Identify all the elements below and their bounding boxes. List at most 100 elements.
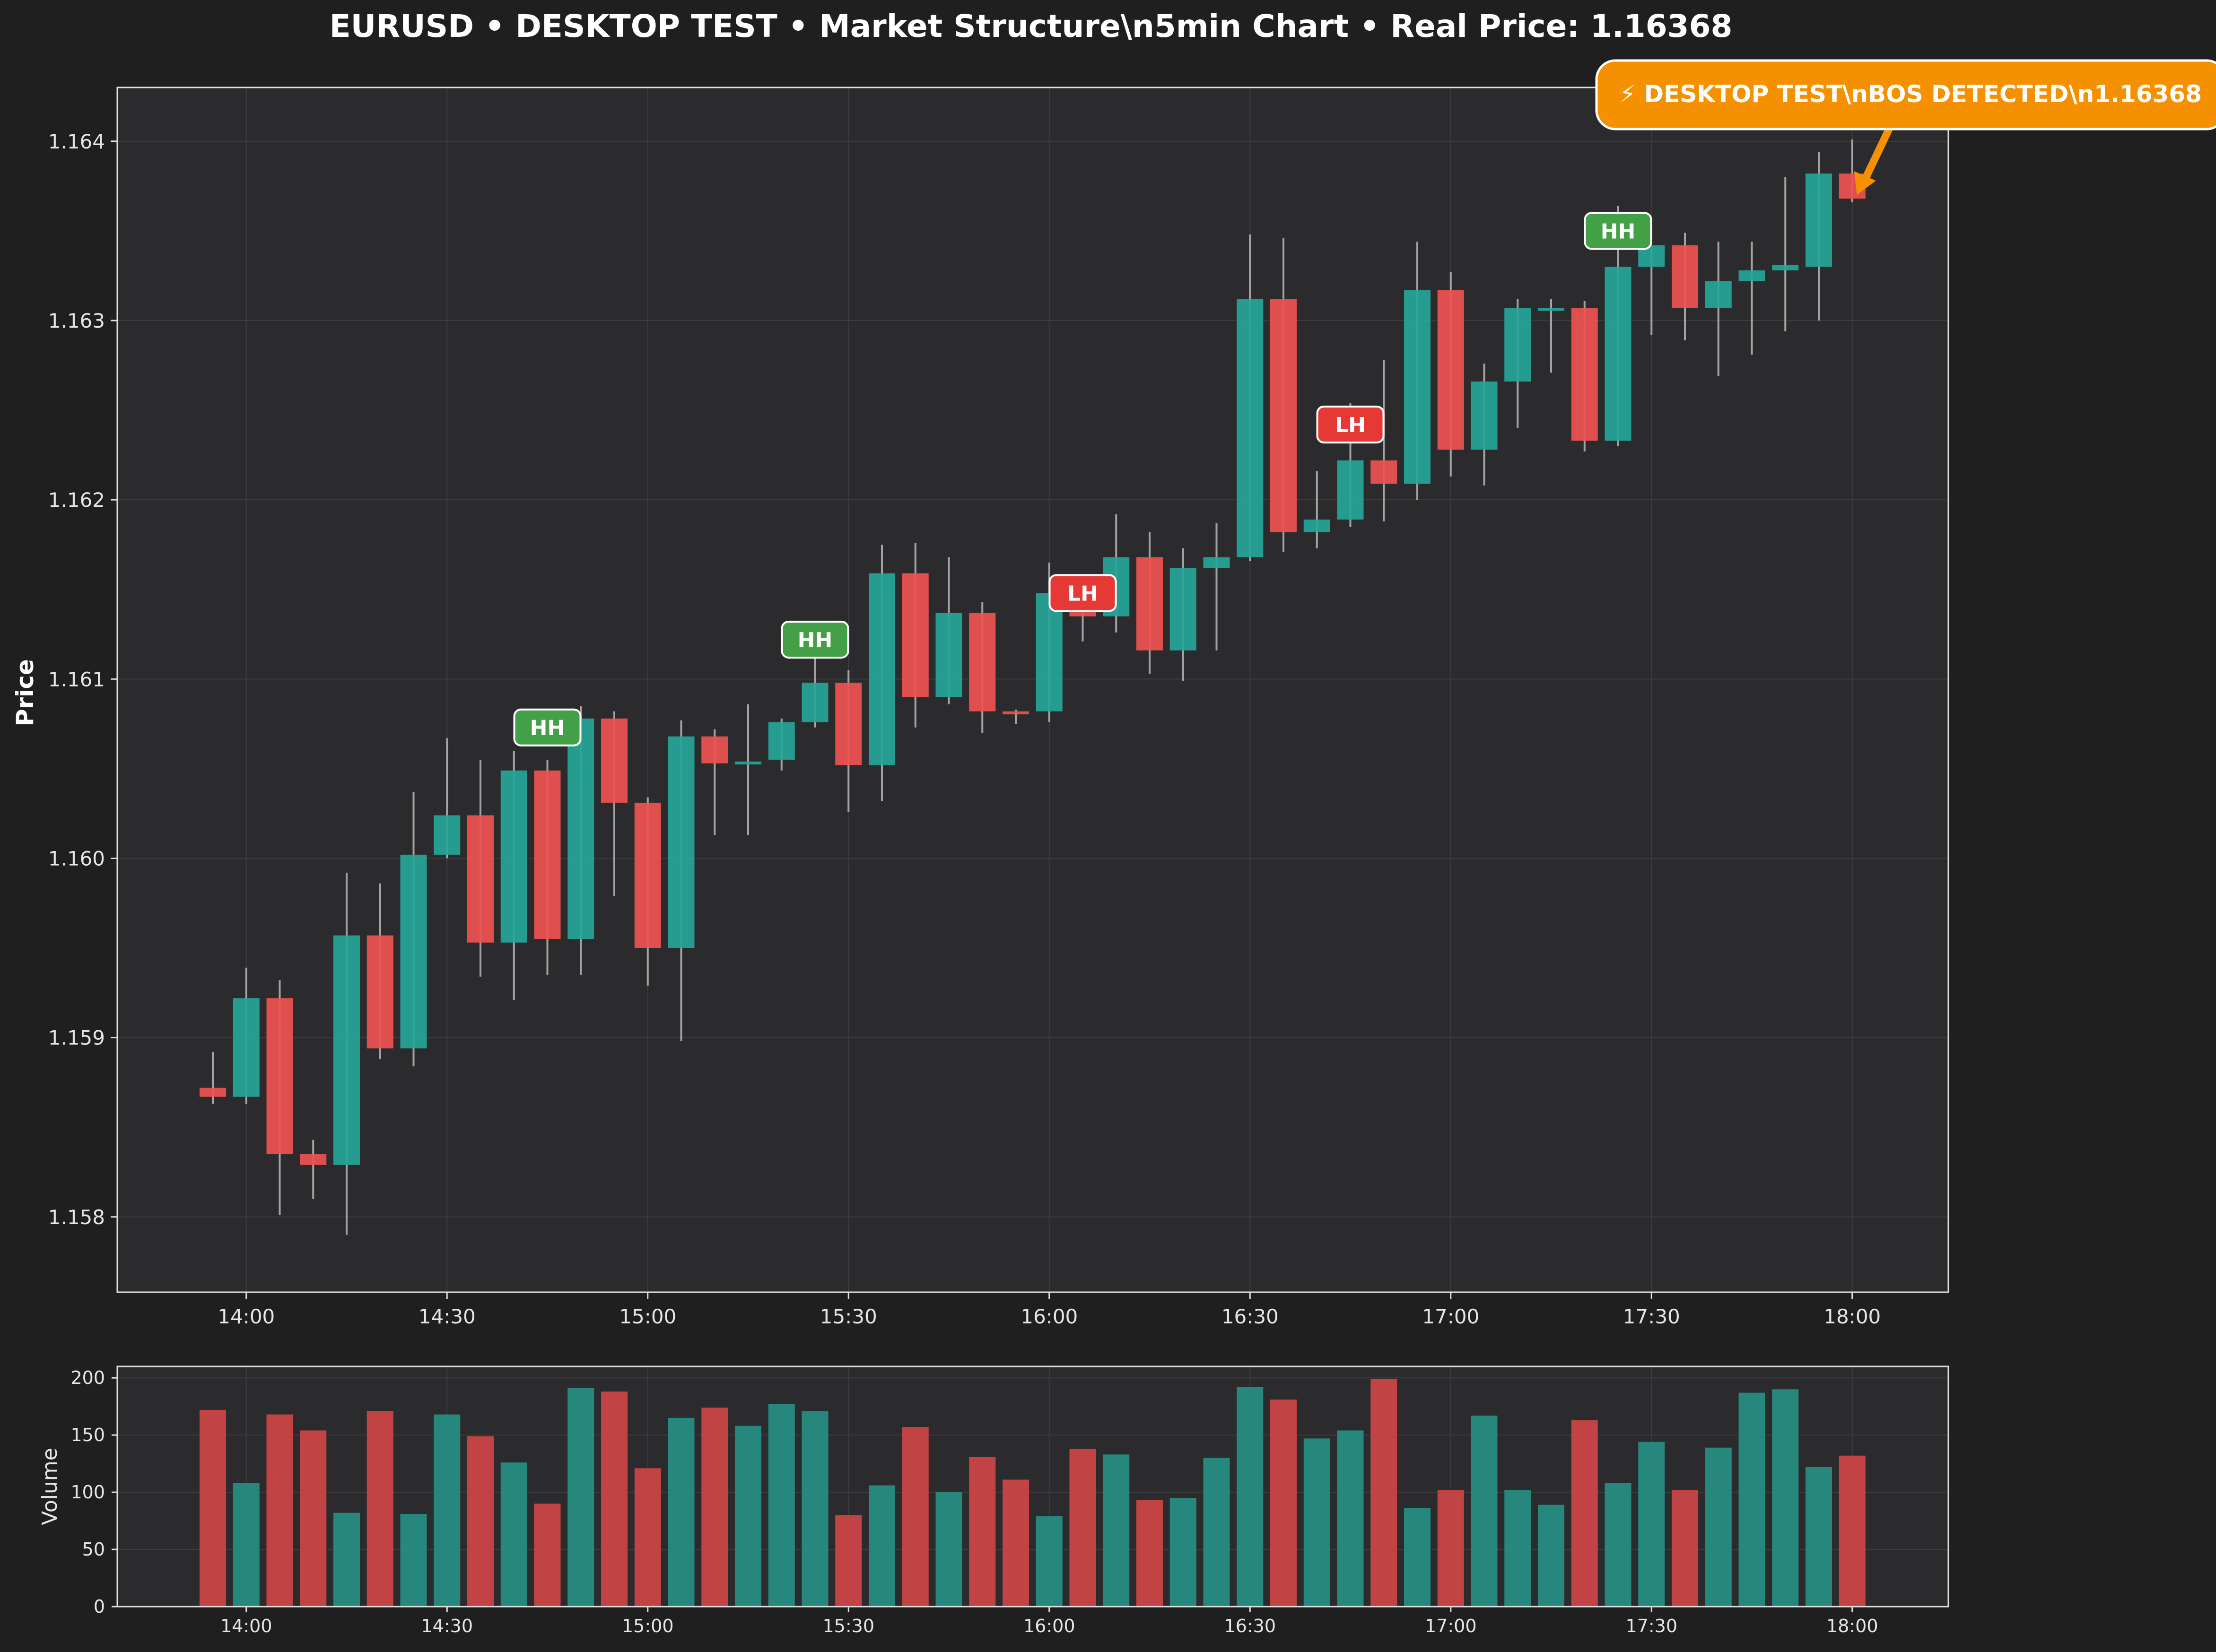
price-tick-label: 1.159 (48, 1026, 105, 1050)
candle-body (434, 815, 461, 855)
candle-body (567, 718, 594, 939)
candle-body (534, 770, 561, 939)
volume-bar (1303, 1438, 1330, 1607)
volume-bar (634, 1468, 661, 1607)
volume-panel-frame (116, 1365, 1949, 1608)
candle-body (200, 1087, 226, 1097)
volume-bar (1705, 1447, 1732, 1607)
candle-body (1337, 460, 1364, 520)
volume-bar (1103, 1454, 1130, 1607)
candle-body (1672, 245, 1698, 308)
candle-body (1270, 299, 1297, 532)
candle-body (1370, 460, 1397, 484)
volume-bar (668, 1417, 695, 1607)
volume-axis-label: Volume (38, 1448, 62, 1525)
volume-bar (233, 1483, 260, 1607)
volume-bar (1504, 1490, 1531, 1607)
candle-body (835, 682, 862, 765)
volume-bar (1003, 1479, 1029, 1607)
volume-bar (902, 1427, 929, 1607)
volume-time-tick-label: 18:00 (1826, 1616, 1878, 1636)
volume-bar (1672, 1490, 1698, 1607)
candle-body (869, 573, 895, 765)
marker-badge-lh (1316, 405, 1385, 443)
volume-time-tick-label: 14:00 (220, 1616, 272, 1636)
price-panel: HH HH LH LH HH 1.158 1.159 1.160 1.161 1.162 1.16… (11, 87, 1949, 1328)
callout-text: ⚡ DESKTOP TEST\nBOS DETECTED\n1.16368 (1619, 80, 2202, 108)
time-tick-label: 14:00 (218, 1305, 275, 1328)
candle-body (1136, 557, 1163, 651)
volume-bar (1404, 1508, 1431, 1607)
time-tick-label: 15:30 (820, 1305, 877, 1328)
candle-body (802, 682, 829, 722)
volume-tick-label: 100 (70, 1482, 105, 1503)
price-tick-label: 1.162 (48, 488, 105, 512)
volume-bar (1538, 1504, 1564, 1607)
volume-bar (266, 1414, 293, 1607)
volume-tick-label: 0 (94, 1596, 105, 1617)
volume-bar (400, 1514, 427, 1607)
candle-body (1705, 281, 1732, 308)
volume-bar (869, 1485, 895, 1607)
price-tick-label: 1.164 (48, 130, 105, 153)
candle-body (735, 761, 761, 765)
bos-callout: ⚡ DESKTOP TEST\nBOS DETECTED\n1.16368 (1595, 59, 2216, 195)
volume-time-tick-label: 17:00 (1425, 1616, 1477, 1636)
price-x-ticks: 14:00 14:30 15:00 15:30 16:00 16:30 17:00 17:30… (218, 1292, 1881, 1328)
volume-bar (333, 1513, 360, 1607)
volume-bar (366, 1411, 393, 1607)
volume-tick-label: 50 (82, 1539, 105, 1560)
volume-bar (802, 1411, 829, 1607)
candles-layer (200, 139, 1866, 1235)
volume-y-ticks: 0 50 100 150 200 (70, 1367, 117, 1617)
chart-title: EURUSD • DESKTOP TEST • Market Structure… (330, 8, 1733, 44)
volume-bar (1437, 1490, 1464, 1607)
candle-body (233, 998, 260, 1097)
volume-bar (1571, 1420, 1598, 1607)
price-panel-frame (116, 87, 1949, 1293)
volume-time-tick-label: 15:00 (622, 1616, 674, 1636)
candle-body (1571, 308, 1598, 441)
marker-label-hh: HH (530, 716, 565, 740)
volume-bar (768, 1404, 795, 1607)
volume-time-tick-label: 15:30 (822, 1616, 874, 1636)
volume-bar (1270, 1400, 1297, 1607)
candle-body (1605, 267, 1631, 441)
time-tick-label: 16:30 (1221, 1305, 1279, 1328)
candle-body (701, 736, 728, 764)
volume-time-tick-label: 16:00 (1023, 1616, 1075, 1636)
price-axis-label: Price (11, 659, 39, 726)
volume-bar (1237, 1387, 1264, 1607)
candle-body (1471, 381, 1498, 450)
volume-time-tick-label: 16:30 (1224, 1616, 1276, 1636)
candle-body (467, 815, 494, 943)
volume-bar (1370, 1379, 1397, 1607)
candle-body (1237, 299, 1264, 557)
candle-body (935, 612, 962, 697)
volume-x-ticks: 14:00 14:30 15:00 15:30 16:00 16:30 17:00 17:30… (220, 1607, 1878, 1636)
candle-body (1504, 308, 1531, 382)
candle-body (333, 935, 360, 1165)
volume-bars-layer (200, 1379, 1866, 1607)
volume-bar (1738, 1392, 1765, 1607)
candle-body (1806, 174, 1832, 267)
candle-body (1036, 593, 1063, 712)
volume-bar (567, 1388, 594, 1607)
candle-body (500, 770, 527, 943)
volume-bar (969, 1457, 996, 1607)
callout-box (1595, 59, 2216, 130)
candle-body (300, 1154, 327, 1165)
candle-body (601, 718, 628, 803)
volume-time-tick-label: 14:30 (421, 1616, 473, 1636)
candle-body (768, 722, 795, 760)
candle-body (902, 573, 929, 697)
marker-label-hh: HH (798, 628, 833, 652)
candle-body (1203, 557, 1230, 568)
volume-bar (701, 1408, 728, 1607)
price-tick-label: 1.158 (48, 1206, 105, 1229)
volume-bar (1638, 1442, 1665, 1607)
volume-bar (1069, 1449, 1096, 1607)
volume-time-tick-label: 17:30 (1625, 1616, 1677, 1636)
volume-bar (1136, 1500, 1163, 1607)
